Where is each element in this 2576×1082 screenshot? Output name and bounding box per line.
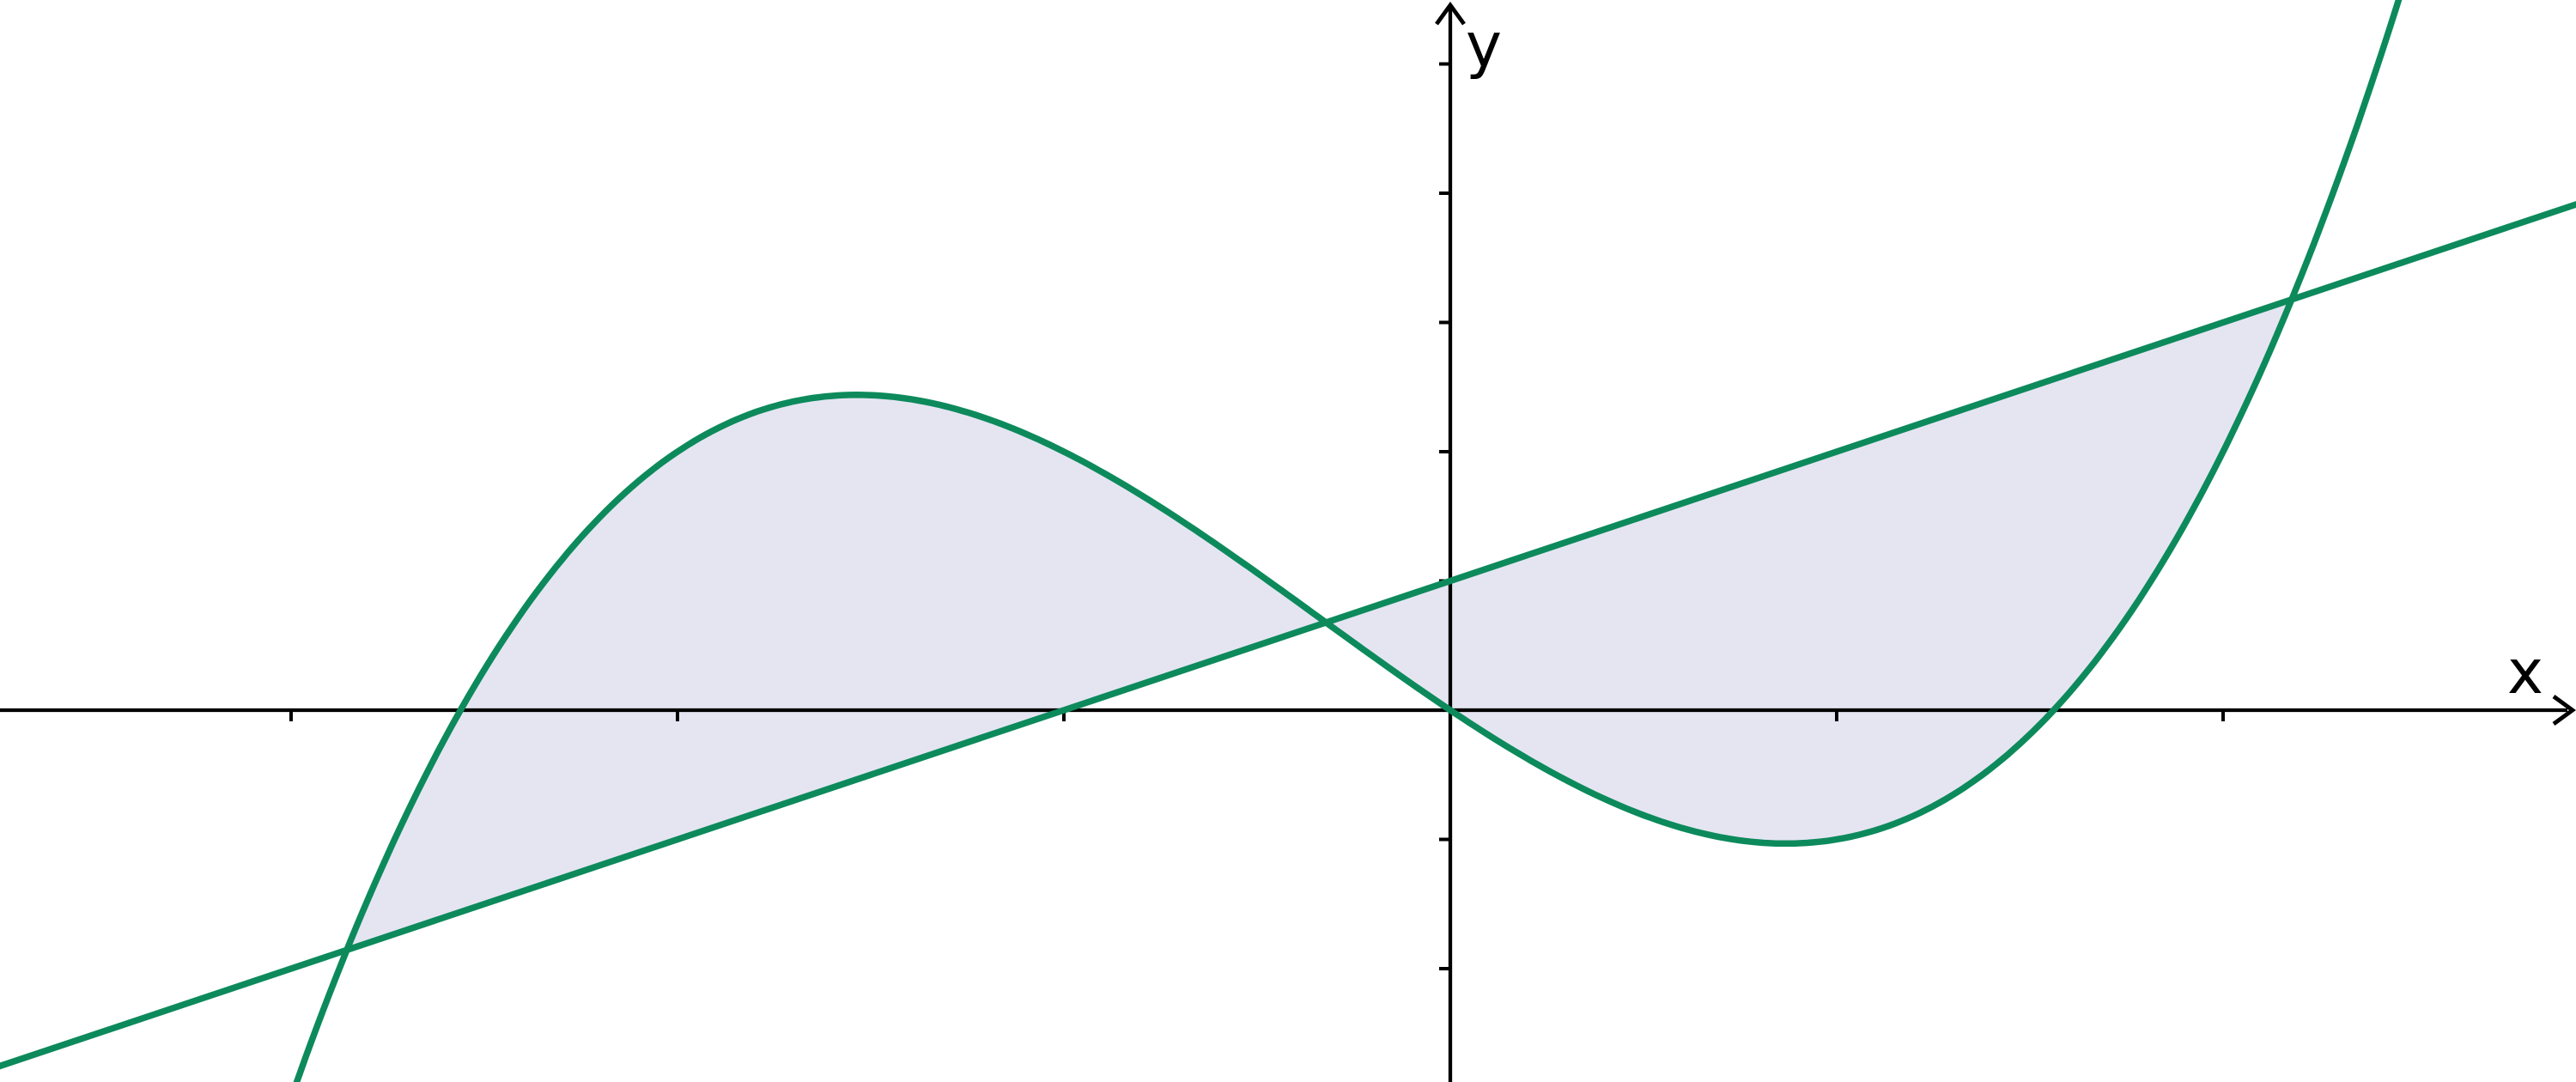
shaded-region-right [1326,299,2292,844]
shaded-region-left [346,394,1327,951]
y-axis-arrowhead [1435,1,1466,26]
x-axis-ticks [289,709,2225,721]
x-axis-label: x [2507,636,2543,708]
shaded-regions [346,299,2292,951]
secant-line [0,201,2576,1070]
x-axis-arrowhead [2552,695,2576,726]
y-axis-label: y [1466,9,1502,81]
